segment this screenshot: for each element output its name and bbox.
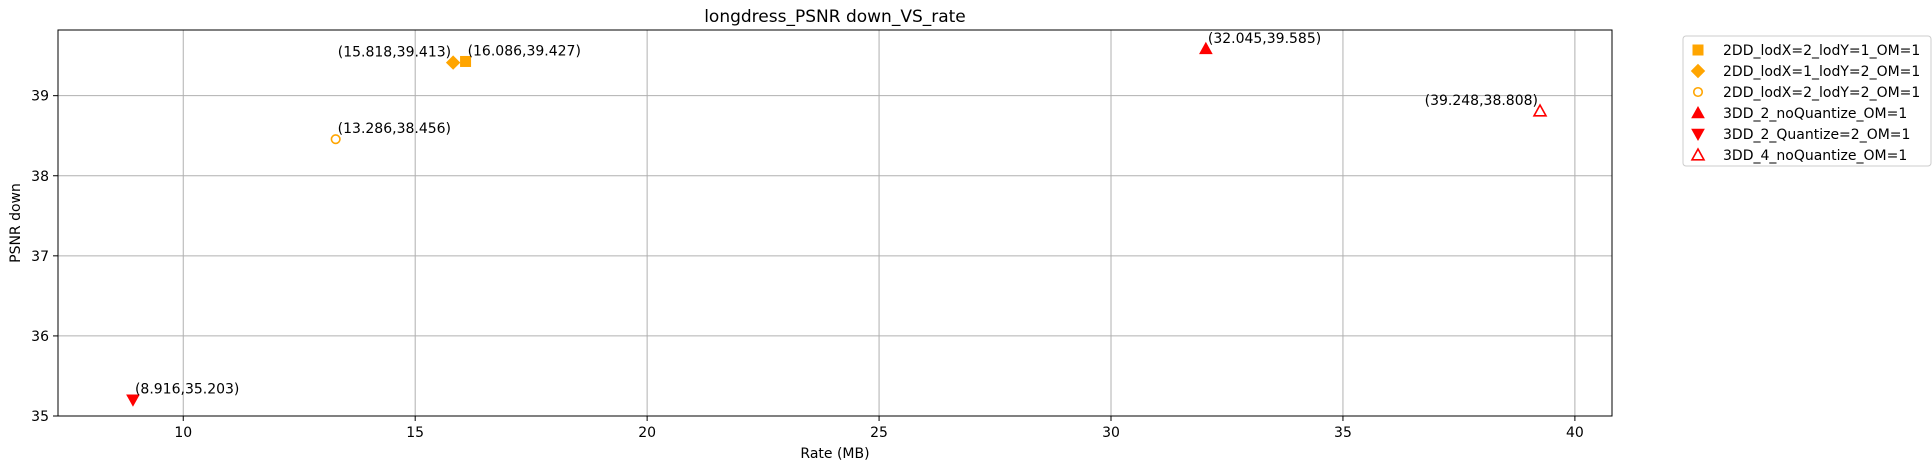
x-tick-label: 40: [1566, 425, 1584, 441]
grid-lines: [58, 30, 1612, 417]
y-tick-label: 39: [31, 89, 49, 105]
data-point: [1532, 103, 1548, 117]
y-tick-label: 36: [31, 329, 49, 345]
legend-label: 2DD_lodX=1_lodY=2_OM=1: [1723, 64, 1920, 80]
y-tick-label: 37: [31, 249, 49, 265]
axis-ticks: 10 15 20 25 30 35 40 35 36 37 38 39: [31, 89, 1584, 441]
y-tick-label: 38: [31, 169, 49, 185]
x-axis-label: Rate (MB): [800, 446, 869, 462]
legend-label: 3DD_2_noQuantize_OM=1: [1723, 106, 1907, 122]
data-label: (15.818,39.413): [338, 45, 451, 61]
x-tick-label: 20: [638, 425, 656, 441]
data-label: (13.286,38.456): [338, 121, 451, 137]
legend-label: 2DD_lodX=2_lodY=1_OM=1: [1723, 43, 1920, 59]
data-point: [460, 55, 472, 67]
data-label: (32.045,39.585): [1208, 31, 1321, 47]
y-axis-label: PSNR down: [8, 183, 24, 263]
x-tick-label: 10: [174, 425, 192, 441]
plot-frame: [57, 29, 1613, 417]
x-tick-label: 30: [1102, 425, 1120, 441]
data-labels: (16.086,39.427) (15.818,39.413) (13.286,38…: [135, 31, 1538, 398]
legend-label: 3DD_2_Quantize=2_OM=1: [1723, 127, 1910, 143]
legend-marker: [1692, 86, 1704, 98]
data-points: [126, 41, 1548, 407]
data-label: (8.916,35.203): [135, 382, 239, 398]
data-point: [1199, 41, 1213, 55]
legend-marker: [1691, 128, 1705, 142]
data-point: [330, 134, 341, 145]
legend-frame: [1682, 35, 1932, 167]
chart-title: longdress_PSNR down_VS_rate: [704, 7, 966, 27]
legend-marker: [1691, 105, 1705, 119]
x-tick-label: 35: [1334, 425, 1352, 441]
data-label: (39.248,38.808): [1425, 93, 1538, 109]
x-tick-label: 15: [406, 425, 424, 441]
y-tick-label: 35: [31, 409, 49, 425]
legend: 2DD_lodX=2_lodY=1_OM=1 2DD_lodX=1_lodY=2_…: [1682, 35, 1932, 167]
x-tick-label: 25: [870, 425, 888, 441]
legend-marker: [1690, 63, 1706, 79]
data-label: (16.086,39.427): [468, 43, 581, 59]
data-point: [126, 394, 140, 407]
data-point: [445, 55, 461, 70]
legend-label: 2DD_lodX=2_lodY=2_OM=1: [1723, 85, 1920, 101]
legend-marker: [1690, 147, 1706, 161]
legend-marker: [1692, 44, 1704, 56]
legend-label: 3DD_4_noQuantize_OM=1: [1723, 148, 1907, 164]
